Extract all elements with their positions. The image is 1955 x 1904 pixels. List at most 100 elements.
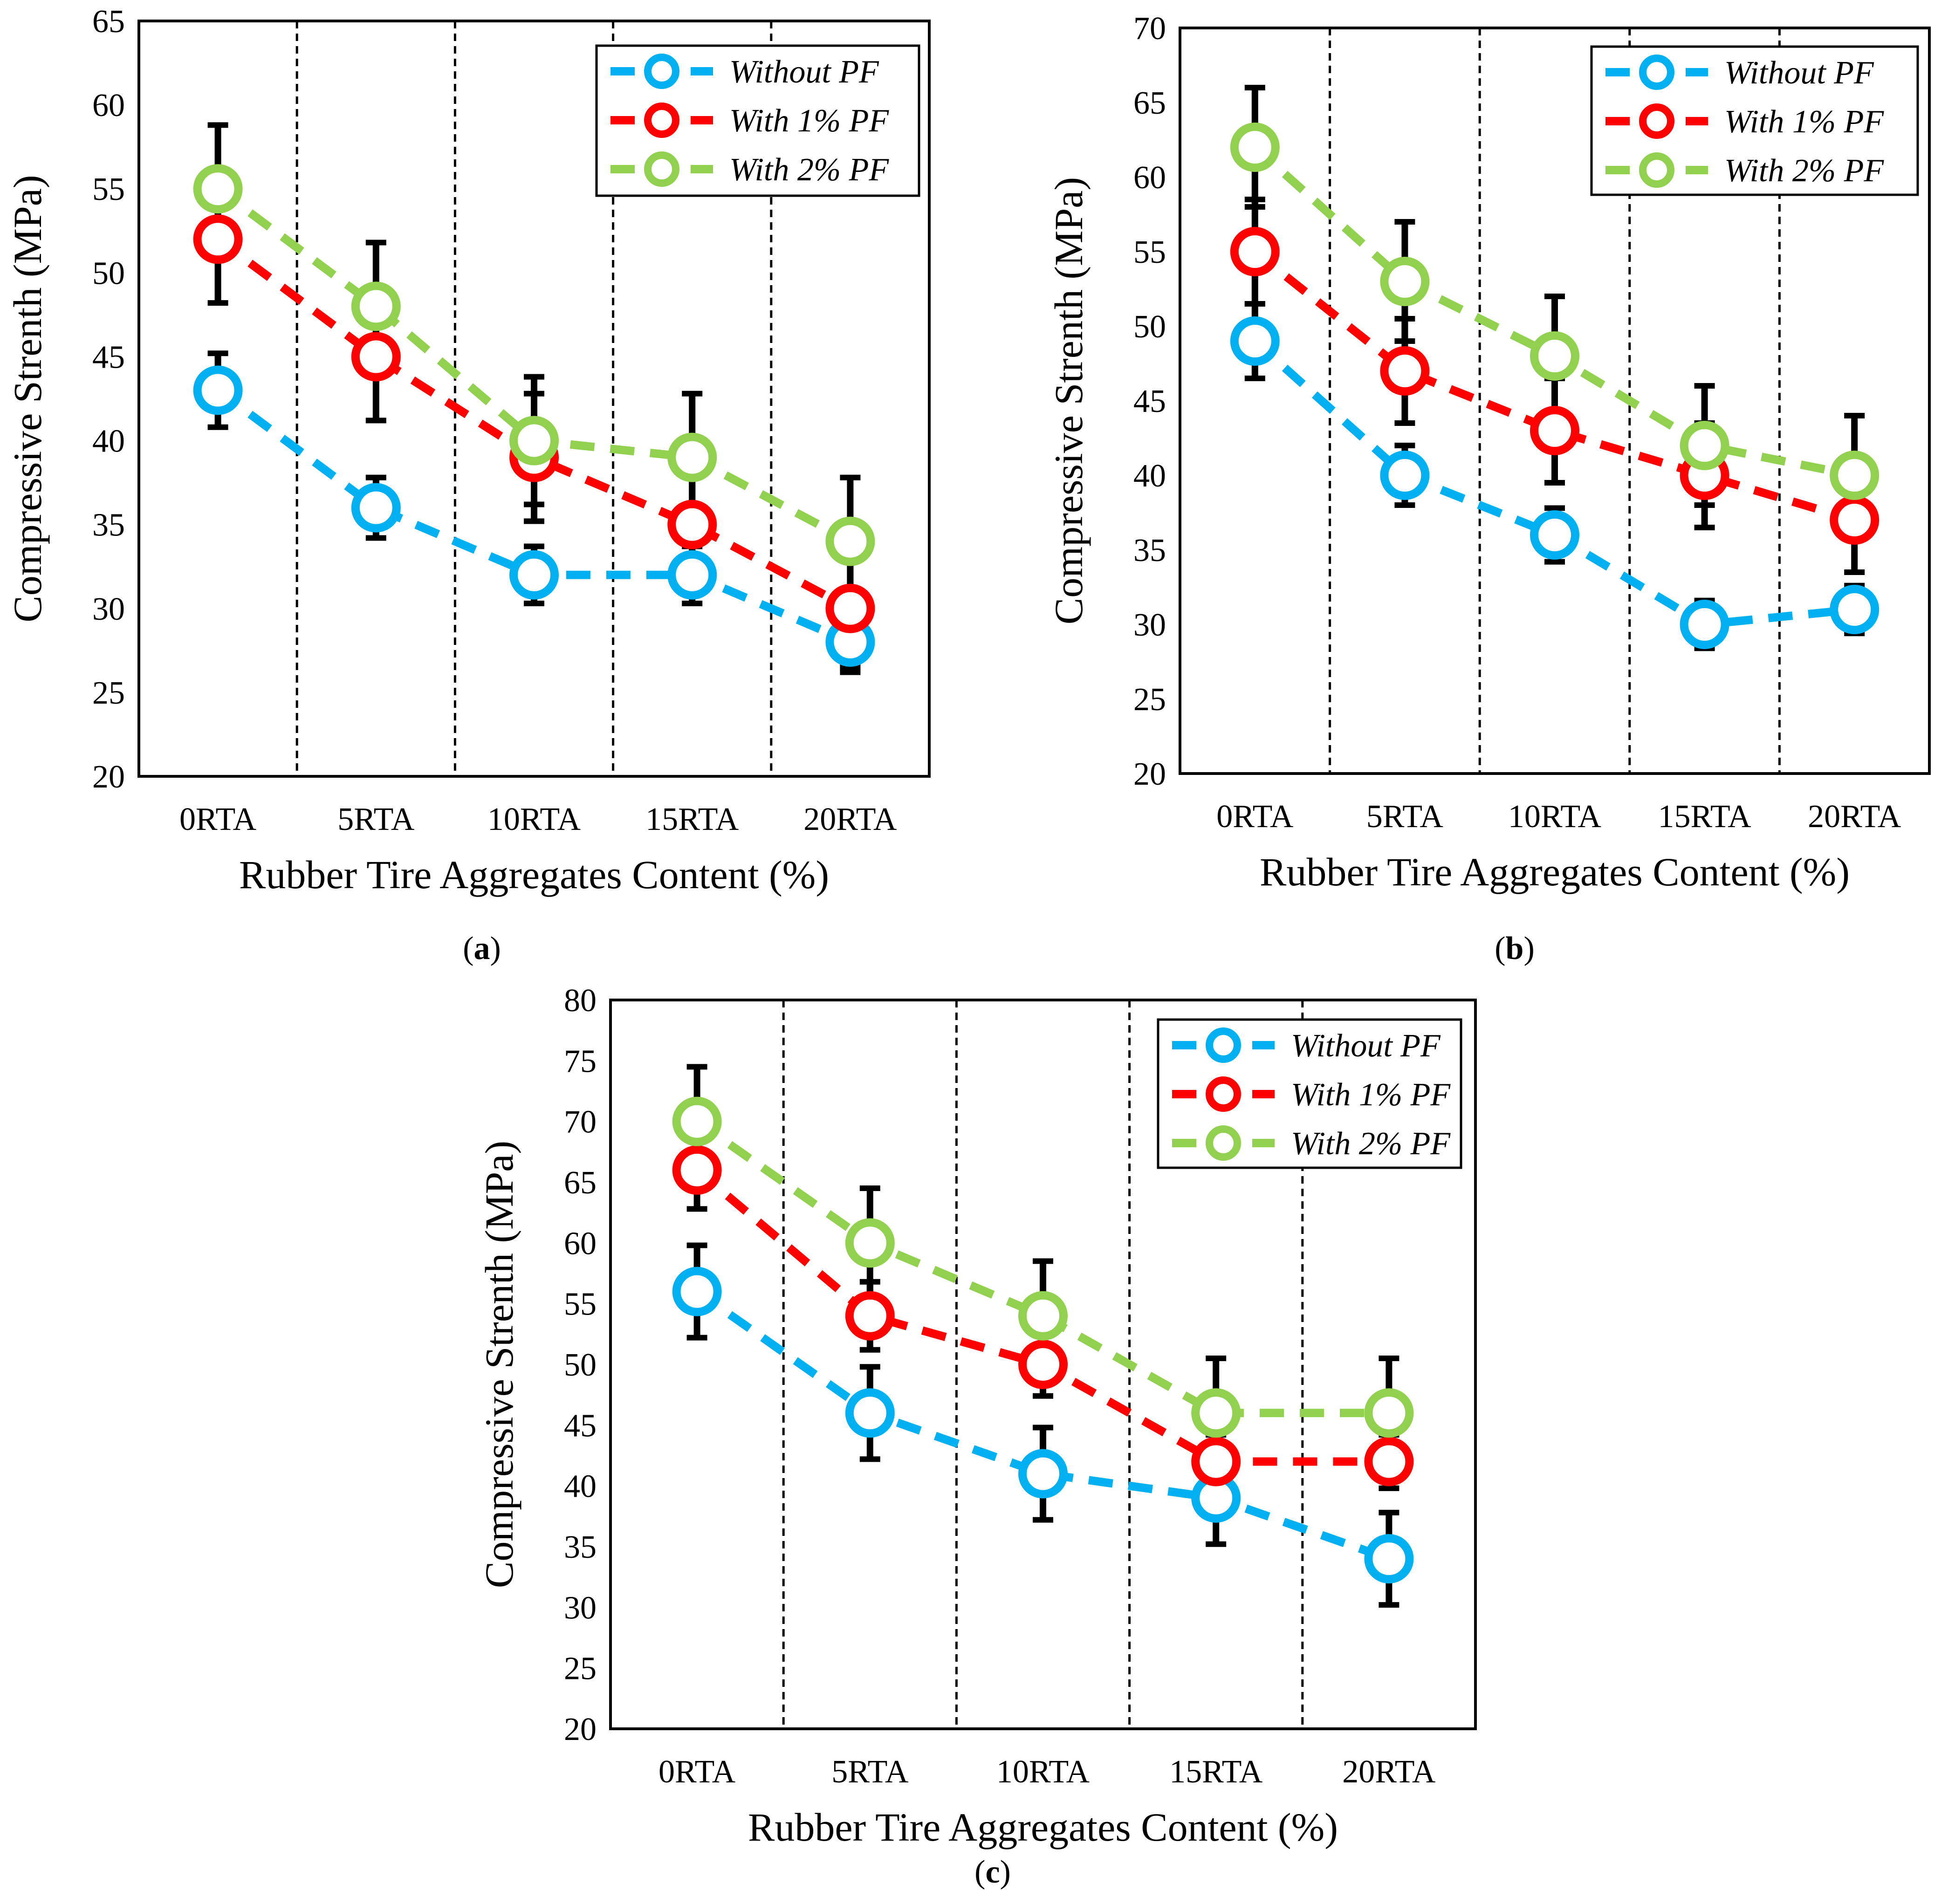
data-point-with-2-pf (845, 1218, 895, 1268)
y-tick-label: 45 (564, 1408, 597, 1444)
legend-label: With 2% PF (729, 152, 889, 188)
data-point-without-pf (672, 1267, 722, 1316)
legend-swatch-marker (1639, 55, 1674, 90)
y-tick-label: 30 (92, 591, 125, 627)
y-tick-label: 75 (564, 1043, 597, 1079)
series-line-with-1-pf (1252, 248, 1856, 524)
x-tick-label: 5RTA (337, 801, 415, 837)
x-tick-label: 10RTA (487, 801, 581, 837)
data-point-with-1-pf (1018, 1340, 1068, 1389)
data-point-with-2-pf (1230, 123, 1280, 172)
y-tick-label: 70 (564, 1104, 597, 1140)
legend: Without PF With 1% PF With 2% PF (1157, 1018, 1462, 1169)
data-point-with-1-pf (1530, 406, 1579, 455)
series-line-with-2-pf (694, 1118, 1389, 1418)
legend-swatch-marker (1206, 1076, 1241, 1112)
panel-caption: (c) (974, 1854, 1011, 1890)
y-axis-label: Compressive Strenth (MPa) (1046, 177, 1091, 624)
data-point-without-pf (351, 483, 401, 533)
data-point-with-1-pf (672, 1145, 722, 1195)
y-tick-label: 45 (1133, 384, 1166, 419)
y-tick-label: 35 (92, 507, 125, 543)
plot-area (137, 20, 931, 778)
y-tick-label: 30 (1133, 607, 1166, 643)
y-tick-label: 25 (92, 675, 125, 711)
data-point-with-1-pf (1191, 1437, 1241, 1486)
data-point-with-1-pf (1380, 346, 1430, 396)
x-tick-label: 15RTA (1169, 1754, 1263, 1790)
data-point-with-2-pf (1364, 1388, 1414, 1438)
data-point-with-2-pf (825, 516, 875, 566)
legend-item-with-2-pf: With 2% PF (611, 151, 889, 188)
data-point-with-1-pf (1830, 495, 1880, 545)
y-tick-label: 60 (92, 88, 125, 123)
y-tick-label: 65 (564, 1165, 597, 1201)
data-point-with-1-pf (351, 332, 401, 382)
panel-letter: b (1506, 931, 1524, 966)
y-tick-label: 70 (1133, 11, 1166, 47)
y-axis-label: Compressive Strenth (MPa) (5, 175, 50, 622)
legend-label: With 1% PF (1724, 104, 1884, 140)
data-point-without-pf (1830, 585, 1880, 634)
y-tick-label: 65 (92, 4, 125, 40)
data-point-with-1-pf (1364, 1437, 1414, 1486)
chart-panel-b: 20 25 30 35 40 45 50 55 60 65 70 0RTA 5RTA 10RTA 15RTA… (1046, 11, 1931, 966)
data-point-without-pf (1018, 1449, 1068, 1499)
data-point-with-2-pf (193, 164, 243, 214)
data-point-with-2-pf (351, 281, 401, 331)
y-tick-label: 60 (564, 1226, 597, 1261)
legend-item-with-1-pf: With 1% PF (1605, 103, 1884, 140)
legend-swatch-marker (1206, 1125, 1241, 1161)
data-point-with-2-pf (672, 1096, 722, 1146)
data-point-without-pf (1530, 510, 1579, 560)
legend-item-without-pf: Without PF (1172, 1027, 1441, 1064)
y-tick-label: 40 (92, 424, 125, 459)
legend-swatch-marker (1206, 1027, 1241, 1063)
y-tick-label: 40 (1133, 458, 1166, 494)
legend-label: Without PF (1724, 55, 1874, 91)
y-tick-label: 35 (564, 1529, 597, 1565)
y-tick-label: 55 (564, 1287, 597, 1322)
y-tick-label: 30 (564, 1590, 597, 1626)
y-tick-label: 80 (564, 983, 597, 1019)
data-point-with-1-pf (825, 583, 875, 633)
legend-item-without-pf: Without PF (1605, 55, 1874, 91)
data-point-without-pf (1364, 1534, 1414, 1584)
panel-letter: a (474, 931, 490, 966)
y-tick-label: 50 (564, 1347, 597, 1383)
legend-item-with-2-pf: With 2% PF (1605, 152, 1884, 189)
x-tick-label: 0RTA (1216, 799, 1294, 835)
y-tick-label: 50 (92, 255, 125, 291)
y-tick-label: 60 (1133, 160, 1166, 196)
data-point-with-2-pf (1380, 257, 1430, 306)
y-tick-label: 20 (1133, 756, 1166, 792)
legend-label: Without PF (1291, 1028, 1441, 1064)
data-point-with-2-pf (509, 416, 559, 466)
x-tick-label: 10RTA (1508, 799, 1602, 835)
plot-area (1179, 27, 1931, 775)
series-line-without-pf (694, 1288, 1391, 1563)
chart-panel-a: 20 25 30 35 40 45 50 55 60 65 0RTA 5RTA 10RTA 15RTA 20… (5, 4, 931, 966)
legend-swatch-marker (644, 103, 679, 138)
panel-caption: (b) (1495, 931, 1535, 966)
data-point-without-pf (667, 550, 717, 600)
legend: Without PF With 1% PF With 2% PF (595, 44, 920, 197)
data-point-without-pf (1680, 600, 1729, 649)
data-point-without-pf (845, 1388, 895, 1438)
y-tick-label: 55 (1133, 234, 1166, 270)
data-point-with-1-pf (845, 1291, 895, 1341)
y-tick-label: 35 (1133, 533, 1166, 568)
y-tick-label: 50 (1133, 309, 1166, 345)
x-tick-label: 0RTA (659, 1754, 736, 1790)
y-tick-label: 20 (92, 759, 125, 795)
plot-area (609, 999, 1477, 1730)
legend-label: With 1% PF (729, 103, 889, 139)
x-tick-label: 0RTA (179, 801, 257, 837)
legend-item-without-pf: Without PF (611, 54, 879, 90)
panel-caption: (a) (463, 931, 501, 966)
data-point-without-pf (509, 550, 559, 600)
x-axis-label: Rubber Tire Aggregates Content (%) (748, 1805, 1338, 1849)
legend-swatch-marker (644, 151, 679, 187)
data-point-with-2-pf (1018, 1291, 1068, 1341)
